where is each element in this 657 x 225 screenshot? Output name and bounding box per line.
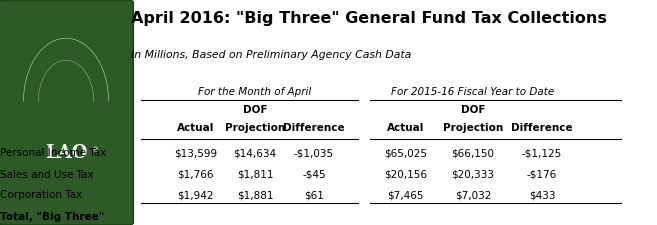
Text: $433: $433 <box>529 190 555 200</box>
Text: $13,599: $13,599 <box>174 148 217 158</box>
Text: -$1,125: -$1,125 <box>522 148 562 158</box>
Point <box>354 119 362 122</box>
Text: -$45: -$45 <box>302 170 326 180</box>
Text: Personal Income Tax: Personal Income Tax <box>0 148 106 158</box>
Text: Difference: Difference <box>511 123 573 133</box>
Text: $7,032: $7,032 <box>455 190 491 200</box>
Text: $20,333: $20,333 <box>451 170 495 180</box>
Point <box>617 86 625 88</box>
Text: Actual: Actual <box>177 123 214 133</box>
Point <box>366 175 374 178</box>
Point <box>366 86 374 88</box>
Point <box>354 175 362 178</box>
Text: In Millions, Based on Preliminary Agency Cash Data: In Millions, Based on Preliminary Agency… <box>131 50 412 59</box>
Text: Actual: Actual <box>387 123 424 133</box>
Text: April 2016: "Big Three" General Fund Tax Collections: April 2016: "Big Three" General Fund Tax… <box>131 11 607 26</box>
Text: Corporation Tax: Corporation Tax <box>0 190 82 200</box>
Text: LAO: LAO <box>45 144 87 162</box>
Point <box>354 86 362 88</box>
Text: -$1,035: -$1,035 <box>294 148 334 158</box>
Text: DOF: DOF <box>242 105 267 115</box>
Text: DOF: DOF <box>461 105 486 115</box>
Text: $7,465: $7,465 <box>387 190 424 200</box>
Point <box>617 175 625 178</box>
FancyBboxPatch shape <box>0 0 133 225</box>
Text: Projection: Projection <box>225 123 285 133</box>
Text: Difference: Difference <box>283 123 345 133</box>
Text: $65,025: $65,025 <box>384 148 427 158</box>
Text: $14,634: $14,634 <box>233 148 277 158</box>
Point <box>366 119 374 122</box>
Text: $1,942: $1,942 <box>177 190 214 200</box>
Text: -$176: -$176 <box>527 170 557 180</box>
Text: $61: $61 <box>304 190 324 200</box>
Text: ®: ® <box>92 148 99 154</box>
Text: $20,156: $20,156 <box>384 170 427 180</box>
Text: $1,881: $1,881 <box>237 190 273 200</box>
Text: For 2015-16 Fiscal Year to Date: For 2015-16 Fiscal Year to Date <box>392 87 555 97</box>
Text: $66,150: $66,150 <box>451 148 495 158</box>
Point <box>137 86 145 88</box>
Point <box>137 119 145 122</box>
Point <box>617 119 625 122</box>
Text: For the Month of April: For the Month of April <box>198 87 311 97</box>
Text: Sales and Use Tax: Sales and Use Tax <box>0 170 94 180</box>
Text: Total, "Big Three": Total, "Big Three" <box>0 212 104 221</box>
Point <box>137 175 145 178</box>
Text: Projection: Projection <box>443 123 503 133</box>
Text: $1,811: $1,811 <box>237 170 273 180</box>
Text: $1,766: $1,766 <box>177 170 214 180</box>
